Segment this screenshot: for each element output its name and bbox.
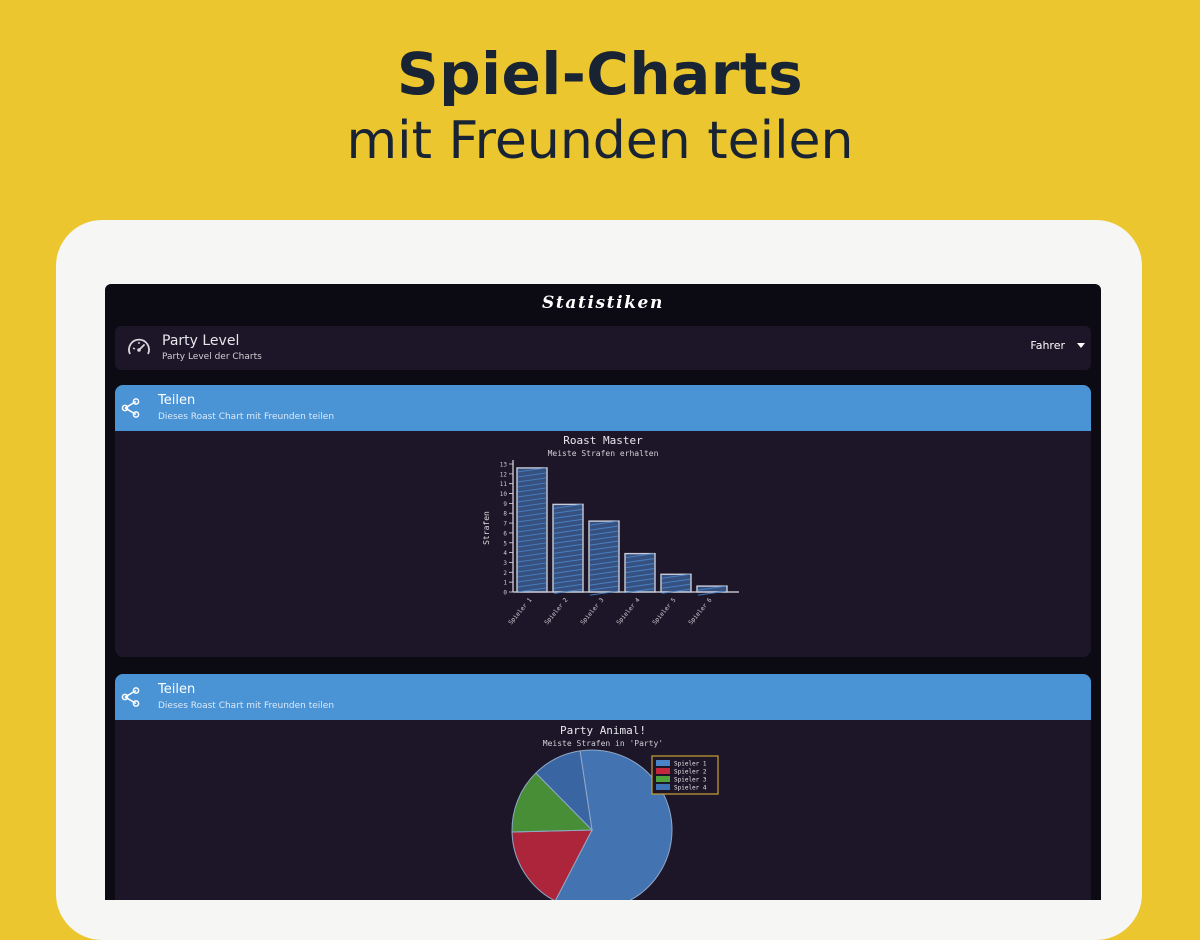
- chart-title: Roast Master: [563, 434, 643, 447]
- share-icon: [121, 687, 140, 707]
- legend-label: Spieler 4: [674, 785, 707, 792]
- y-tick-label: 10: [500, 491, 508, 498]
- pie-slice: [511, 829, 593, 900]
- player-dropdown-value: Fahrer: [1030, 339, 1065, 352]
- y-tick-label: 4: [503, 550, 507, 557]
- y-tick-label: 13: [500, 462, 508, 469]
- legend-swatch: [656, 760, 670, 766]
- y-tick-label: 2: [503, 570, 507, 577]
- y-tick-label: 0: [503, 590, 507, 597]
- party-chart-card: Teilen Dieses Roast Chart mit Freunden t…: [115, 674, 1091, 900]
- chart-subtitle: Meiste Strafen in 'Party': [542, 739, 664, 748]
- promo-headline: Spiel-Charts mit Freunden teilen: [0, 38, 1200, 172]
- share-button[interactable]: Teilen Dieses Roast Chart mit Freunden t…: [115, 385, 1091, 431]
- y-tick-label: 11: [500, 481, 508, 488]
- legend-label: Spieler 2: [674, 769, 707, 776]
- headline-subtitle: mit Freunden teilen: [346, 111, 854, 171]
- app-bar-title: Statistiken: [542, 293, 664, 313]
- app-screen: Statistiken Party Level Party Level der …: [105, 284, 1101, 900]
- speedometer-icon: [128, 338, 150, 355]
- y-tick-label: 9: [503, 501, 507, 508]
- y-tick-label: 7: [503, 521, 507, 528]
- bar: [696, 585, 728, 596]
- party-level-card[interactable]: Party Level Party Level der Charts Fahre…: [115, 326, 1091, 370]
- roast-chart-card: Teilen Dieses Roast Chart mit Freunden t…: [115, 385, 1091, 657]
- party-level-subtitle: Party Level der Charts: [162, 352, 262, 362]
- bar: [660, 573, 692, 594]
- share-title: Teilen: [158, 393, 196, 408]
- legend-swatch: [656, 784, 670, 790]
- y-axis-label: Strafen: [482, 511, 491, 545]
- legend-label: Spieler 3: [674, 777, 707, 784]
- share-subtitle: Dieses Roast Chart mit Freunden teilen: [158, 701, 335, 711]
- x-tick-label: Spieler 4: [615, 596, 642, 626]
- party-level-title: Party Level: [162, 333, 240, 349]
- x-tick-label: Spieler 5: [651, 596, 678, 626]
- legend-swatch: [656, 776, 670, 782]
- x-tick-label: Spieler 1: [507, 596, 534, 626]
- y-tick-label: 5: [503, 540, 507, 547]
- bar: [624, 552, 656, 594]
- y-tick-label: 8: [503, 511, 507, 518]
- chevron-down-icon: [1077, 343, 1085, 348]
- y-tick-label: 6: [503, 530, 507, 537]
- chart-subtitle: Meiste Strafen erhalten: [547, 449, 659, 458]
- y-tick-label: 12: [500, 471, 508, 478]
- x-tick-label: Spieler 2: [543, 596, 570, 626]
- pie-slice: [535, 750, 593, 832]
- player-dropdown[interactable]: Fahrer: [1030, 339, 1085, 352]
- share-subtitle: Dieses Roast Chart mit Freunden teilen: [158, 412, 335, 422]
- bar: [552, 503, 584, 594]
- share-button[interactable]: Teilen Dieses Roast Chart mit Freunden t…: [115, 674, 1091, 720]
- chart-title: Party Animal!: [559, 724, 647, 737]
- headline-title: Spiel-Charts: [396, 40, 804, 108]
- bar: [588, 520, 620, 596]
- bar: [516, 467, 548, 593]
- legend-swatch: [656, 768, 670, 774]
- y-tick-label: 1: [503, 580, 507, 587]
- share-icon: [121, 398, 140, 418]
- share-title: Teilen: [158, 682, 196, 697]
- pie-slice: [511, 772, 594, 833]
- x-tick-label: Spieler 6: [687, 596, 714, 626]
- y-tick-label: 3: [503, 560, 507, 567]
- pie-slice: [555, 749, 673, 900]
- legend-label: Spieler 1: [674, 761, 707, 768]
- x-tick-label: Spieler 3: [579, 596, 606, 626]
